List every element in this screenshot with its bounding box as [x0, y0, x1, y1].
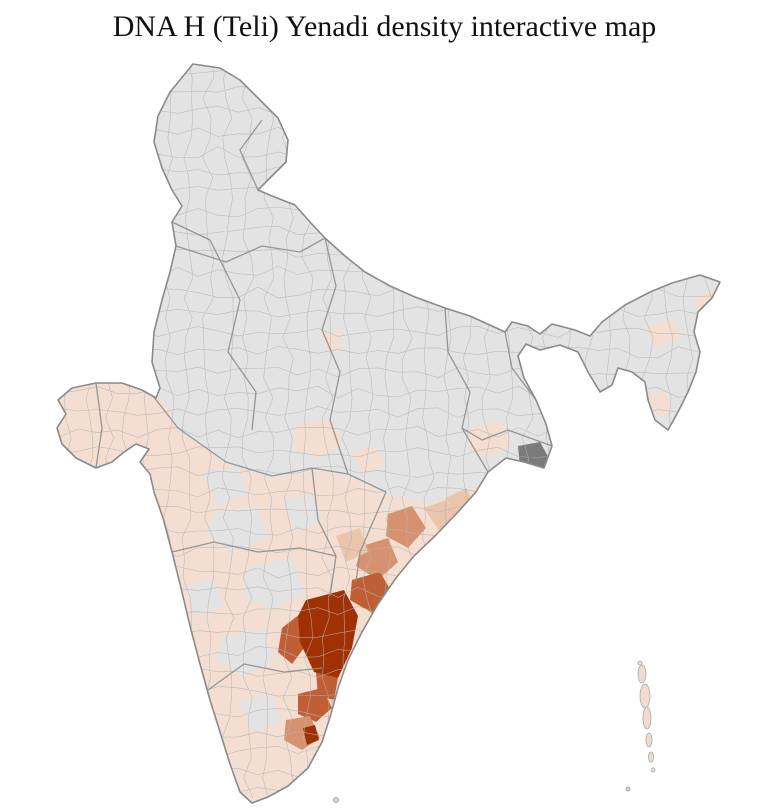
island[interactable] — [650, 767, 656, 773]
island[interactable] — [642, 706, 652, 730]
state-borders — [95, 119, 553, 691]
map-region-north-patch[interactable] — [322, 332, 344, 354]
map-region-coast-medium-1[interactable] — [386, 506, 426, 548]
map-region-central-patch-2[interactable] — [352, 446, 384, 474]
island[interactable] — [639, 683, 651, 709]
map-region-gray-1[interactable] — [202, 466, 248, 506]
map-region-gray-4[interactable] — [216, 628, 274, 676]
island[interactable] — [637, 660, 643, 666]
map-region-gray-2[interactable] — [206, 506, 268, 552]
map-region-gray-5[interactable] — [282, 494, 322, 532]
map-region-gray-7[interactable] — [238, 694, 282, 734]
map-region-gray-3[interactable] — [242, 558, 304, 610]
island[interactable] — [645, 732, 653, 748]
map-region-gray-6[interactable] — [186, 578, 224, 616]
island[interactable] — [637, 664, 647, 684]
map-region-ne-patch-1[interactable] — [646, 320, 680, 348]
island-dot — [333, 797, 339, 803]
india-outline — [56, 63, 721, 804]
island-dot — [625, 786, 631, 792]
page-title: DNA H (Teli) Yenadi density interactive … — [112, 10, 657, 43]
island[interactable] — [648, 751, 654, 763]
island-chain[interactable] — [637, 660, 656, 773]
small-islands — [333, 786, 631, 803]
map-region-south-very-high-dot[interactable] — [303, 725, 319, 745]
